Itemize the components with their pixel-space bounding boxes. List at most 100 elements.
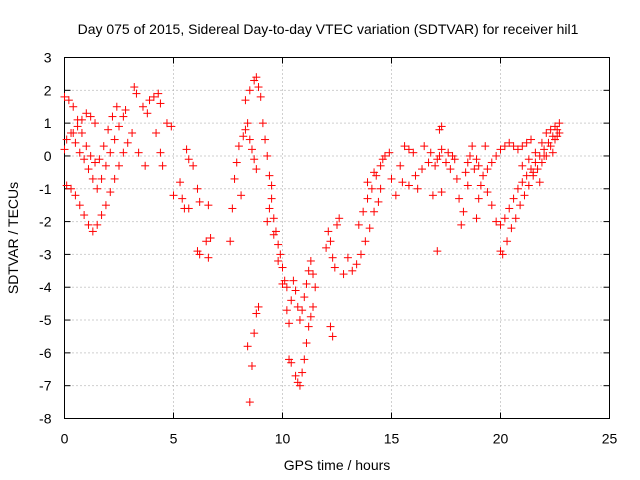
data-point bbox=[232, 158, 241, 167]
y-tick-labels: 3 2 1 0 -1 -2 -3 -4 -5 -6 -7 -8 bbox=[39, 50, 52, 427]
data-point bbox=[470, 165, 479, 174]
y-tick-label: -4 bbox=[39, 279, 52, 295]
data-point bbox=[265, 204, 274, 213]
data-point bbox=[75, 201, 84, 210]
data-point bbox=[128, 128, 137, 137]
data-point bbox=[496, 145, 505, 154]
data-point bbox=[370, 168, 379, 177]
data-point bbox=[278, 263, 287, 272]
data-point bbox=[278, 279, 287, 288]
data-point bbox=[115, 122, 123, 131]
data-point bbox=[546, 142, 555, 151]
data-point bbox=[265, 171, 274, 180]
data-point bbox=[300, 355, 309, 364]
data-point bbox=[306, 312, 315, 321]
data-point bbox=[487, 201, 496, 210]
data-point bbox=[522, 138, 531, 147]
chart-title: Day 075 of 2015, Sidereal Day-to-day VTE… bbox=[78, 21, 579, 37]
data-point bbox=[537, 138, 546, 147]
y-tick-label: -8 bbox=[39, 411, 52, 427]
data-point bbox=[370, 207, 379, 216]
y-tick-label: -3 bbox=[39, 246, 52, 262]
data-point bbox=[184, 204, 193, 213]
data-point bbox=[487, 158, 496, 167]
data-point bbox=[354, 220, 363, 229]
data-point bbox=[505, 204, 514, 213]
data-point bbox=[82, 109, 91, 118]
data-point bbox=[463, 158, 472, 167]
data-point bbox=[496, 220, 505, 229]
y-tick-label: -1 bbox=[39, 181, 52, 197]
y-tick-label: -6 bbox=[39, 345, 52, 361]
x-tick-label: 15 bbox=[384, 431, 400, 447]
data-point bbox=[282, 283, 291, 292]
data-point bbox=[282, 306, 291, 315]
data-point bbox=[119, 112, 128, 121]
data-point bbox=[365, 224, 374, 233]
data-point bbox=[149, 92, 158, 101]
data-point bbox=[60, 92, 69, 101]
x-tick-labels: 0 5 10 15 20 25 bbox=[61, 431, 618, 447]
data-point bbox=[293, 302, 302, 311]
data-point bbox=[511, 214, 520, 223]
data-point bbox=[156, 99, 165, 108]
data-point bbox=[374, 197, 383, 206]
data-point bbox=[230, 174, 239, 183]
data-point bbox=[513, 145, 522, 154]
data-point bbox=[300, 293, 309, 302]
data-point bbox=[178, 194, 187, 203]
data-point bbox=[291, 286, 300, 295]
data-point bbox=[239, 132, 248, 141]
x-tick-label: 10 bbox=[275, 431, 291, 447]
data-point bbox=[548, 148, 557, 157]
data-point bbox=[311, 283, 320, 292]
data-point bbox=[463, 181, 472, 190]
data-point bbox=[359, 207, 368, 216]
data-point bbox=[243, 342, 252, 351]
data-point bbox=[93, 220, 102, 229]
data-point bbox=[104, 125, 113, 134]
data-point bbox=[167, 122, 176, 131]
data-point bbox=[531, 148, 540, 157]
data-point bbox=[86, 112, 95, 121]
data-point bbox=[250, 329, 259, 338]
data-point bbox=[261, 135, 270, 144]
data-point bbox=[326, 322, 335, 331]
data-point bbox=[476, 181, 485, 190]
data-point bbox=[309, 270, 318, 279]
data-point bbox=[64, 96, 73, 105]
data-point bbox=[433, 155, 442, 164]
data-point bbox=[413, 184, 422, 193]
data-point bbox=[503, 237, 512, 246]
data-point bbox=[138, 102, 147, 111]
data-point bbox=[513, 184, 522, 193]
data-point bbox=[537, 158, 546, 167]
data-point bbox=[400, 142, 409, 151]
data-point bbox=[505, 138, 514, 147]
data-point bbox=[247, 145, 256, 154]
x-tick-label: 0 bbox=[61, 431, 69, 447]
data-point bbox=[73, 122, 82, 131]
y-tick-label: 3 bbox=[44, 50, 52, 66]
data-point bbox=[71, 138, 80, 147]
data-point bbox=[152, 128, 161, 137]
data-point bbox=[457, 220, 466, 229]
data-point bbox=[291, 371, 300, 380]
data-point bbox=[276, 250, 285, 259]
data-point bbox=[524, 155, 533, 164]
data-point bbox=[287, 358, 296, 367]
data-point bbox=[391, 191, 400, 200]
data-point bbox=[500, 142, 509, 151]
data-point bbox=[309, 302, 318, 311]
data-point bbox=[304, 266, 313, 275]
data-point bbox=[204, 201, 213, 210]
data-point bbox=[206, 234, 215, 242]
data-point bbox=[348, 266, 357, 275]
data-point bbox=[234, 142, 243, 151]
data-point bbox=[520, 191, 529, 200]
data-point bbox=[202, 237, 211, 246]
data-point bbox=[228, 204, 237, 213]
data-point bbox=[546, 125, 555, 134]
data-point bbox=[328, 332, 337, 341]
data-point bbox=[195, 197, 204, 206]
